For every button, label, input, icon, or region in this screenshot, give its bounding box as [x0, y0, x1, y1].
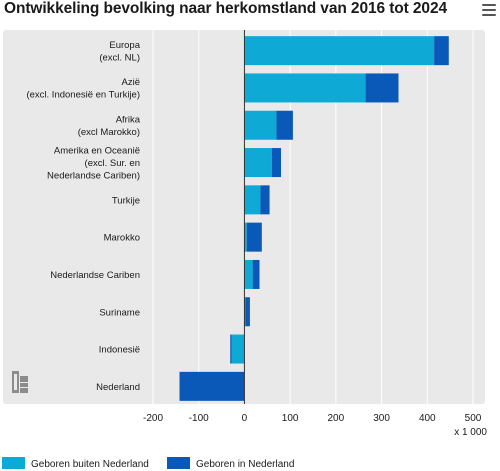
legend-swatch — [167, 457, 190, 469]
legend-swatch — [2, 457, 25, 469]
x-tick-label: 300 — [373, 413, 390, 424]
bar-geboren-in-nederland — [365, 73, 399, 103]
category-label: Turkije — [112, 195, 140, 206]
bar-geboren-in-nederland — [252, 259, 260, 289]
bar-geboren-in-nederland — [230, 334, 232, 364]
category-label: Indonesië — [99, 345, 140, 356]
category-label: Nederland — [96, 382, 140, 393]
category-label: Amerika en Oceanië (excl. Sur. en Nederlan… — [47, 146, 140, 182]
cbs-logo-icon — [12, 371, 28, 393]
category-label: Europa (excl. NL) — [99, 40, 140, 64]
bar-geboren-buiten-nederland — [244, 36, 435, 66]
x-tick-label: -200 — [143, 413, 163, 424]
legend-label: Geboren in Nederland — [196, 459, 294, 470]
x-tick-label: 500 — [465, 413, 482, 424]
bar-geboren-in-nederland — [434, 36, 449, 66]
bar-geboren-in-nederland — [260, 185, 270, 215]
chart-title: Ontwikkeling bevolking naar herkomstland… — [4, 0, 447, 17]
x-tick-label: -100 — [189, 413, 209, 424]
x-tick-label: 0 — [242, 413, 248, 424]
bar-geboren-in-nederland — [271, 148, 281, 178]
legend-label: Geboren buiten Nederland — [31, 459, 149, 470]
bar-geboren-in-nederland — [245, 297, 250, 327]
bar-geboren-buiten-nederland — [244, 148, 272, 178]
category-label: Afrika (excl Marokko) — [78, 115, 141, 139]
bar-geboren-in-nederland — [179, 371, 245, 401]
category-label: Azië (excl. Indonesië en Turkije) — [26, 77, 140, 101]
chart: Europa (excl. NL) Azië (excl. Indonesië en … — [2, 30, 487, 470]
category-label: Marokko — [104, 233, 140, 244]
category-label: Nederlandse Cariben — [50, 270, 140, 281]
bar-geboren-buiten-nederland — [244, 110, 277, 140]
bar-geboren-buiten-nederland — [244, 73, 366, 103]
bar-geboren-buiten-nederland — [244, 185, 261, 215]
x-tick-label: 200 — [328, 413, 345, 424]
category-label: Suriname — [99, 307, 140, 318]
bar-geboren-in-nederland — [246, 222, 262, 252]
bar-geboren-buiten-nederland — [244, 222, 247, 252]
bar-geboren-buiten-nederland — [231, 334, 245, 364]
bar-geboren-buiten-nederland — [244, 259, 253, 289]
x-tick-label: 400 — [419, 413, 436, 424]
hamburger-menu-icon[interactable] — [482, 2, 496, 16]
bar-geboren-in-nederland — [276, 110, 293, 140]
x-tick-label: 100 — [282, 413, 299, 424]
x-axis-unit: x 1 000 — [454, 427, 487, 438]
